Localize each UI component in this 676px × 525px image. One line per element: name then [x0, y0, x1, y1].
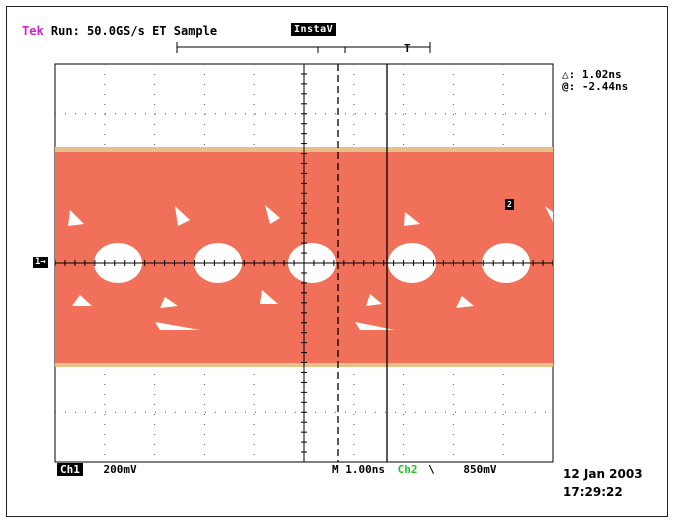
cursor-position: @: -2.44ns: [562, 80, 629, 93]
trace-gap: [155, 322, 200, 330]
trigger-position-label: T: [404, 42, 411, 55]
trace-gap: [355, 322, 395, 330]
status-header: Tek Run: 50.0GS/s ET Sample: [22, 24, 217, 38]
trigger-position-bar: [176, 42, 431, 53]
channel-ground-marker: 1→: [33, 257, 48, 268]
trace-gap: [456, 296, 474, 308]
axis-ticks: [54, 63, 554, 463]
cursor-marker-icon: 2: [505, 199, 514, 210]
volts-per-div: 200mV: [103, 463, 137, 476]
trigger-source: Ch2: [397, 463, 418, 476]
cursor-readout: △: 1.02ns @: -2.44ns: [562, 69, 628, 93]
trace-gap: [68, 210, 84, 226]
trace-gap: [545, 206, 553, 222]
time: 17:29:22: [563, 485, 623, 499]
instav-badge: InstaV: [291, 23, 337, 36]
trace-gap: [404, 212, 420, 226]
trigger-slope-icon: \: [428, 463, 435, 476]
date: 12 Jan 2003: [563, 467, 643, 481]
cursor-delta: △: 1.02ns: [562, 68, 622, 81]
trace-gap: [175, 206, 190, 226]
trace-gap: [265, 205, 280, 224]
trigger-level: 850mV: [463, 463, 497, 476]
trace-gap: [366, 294, 382, 306]
channel-info: Ch1 200mV: [57, 463, 137, 476]
timebase-info: M 1.00ns Ch2 \ 850mV: [332, 463, 496, 476]
trace-gap: [260, 290, 278, 304]
channel-badge: Ch1: [57, 463, 83, 476]
datetime: 12 Jan 2003 17:29:22: [563, 465, 643, 501]
trace-gap: [72, 295, 92, 306]
trace-gaps: [68, 205, 553, 330]
brand-label: Tek: [22, 24, 44, 38]
timebase: M 1.00ns: [332, 463, 385, 476]
trace-gap: [160, 297, 178, 308]
acquisition-status: Run: 50.0GS/s ET Sample: [50, 24, 218, 38]
